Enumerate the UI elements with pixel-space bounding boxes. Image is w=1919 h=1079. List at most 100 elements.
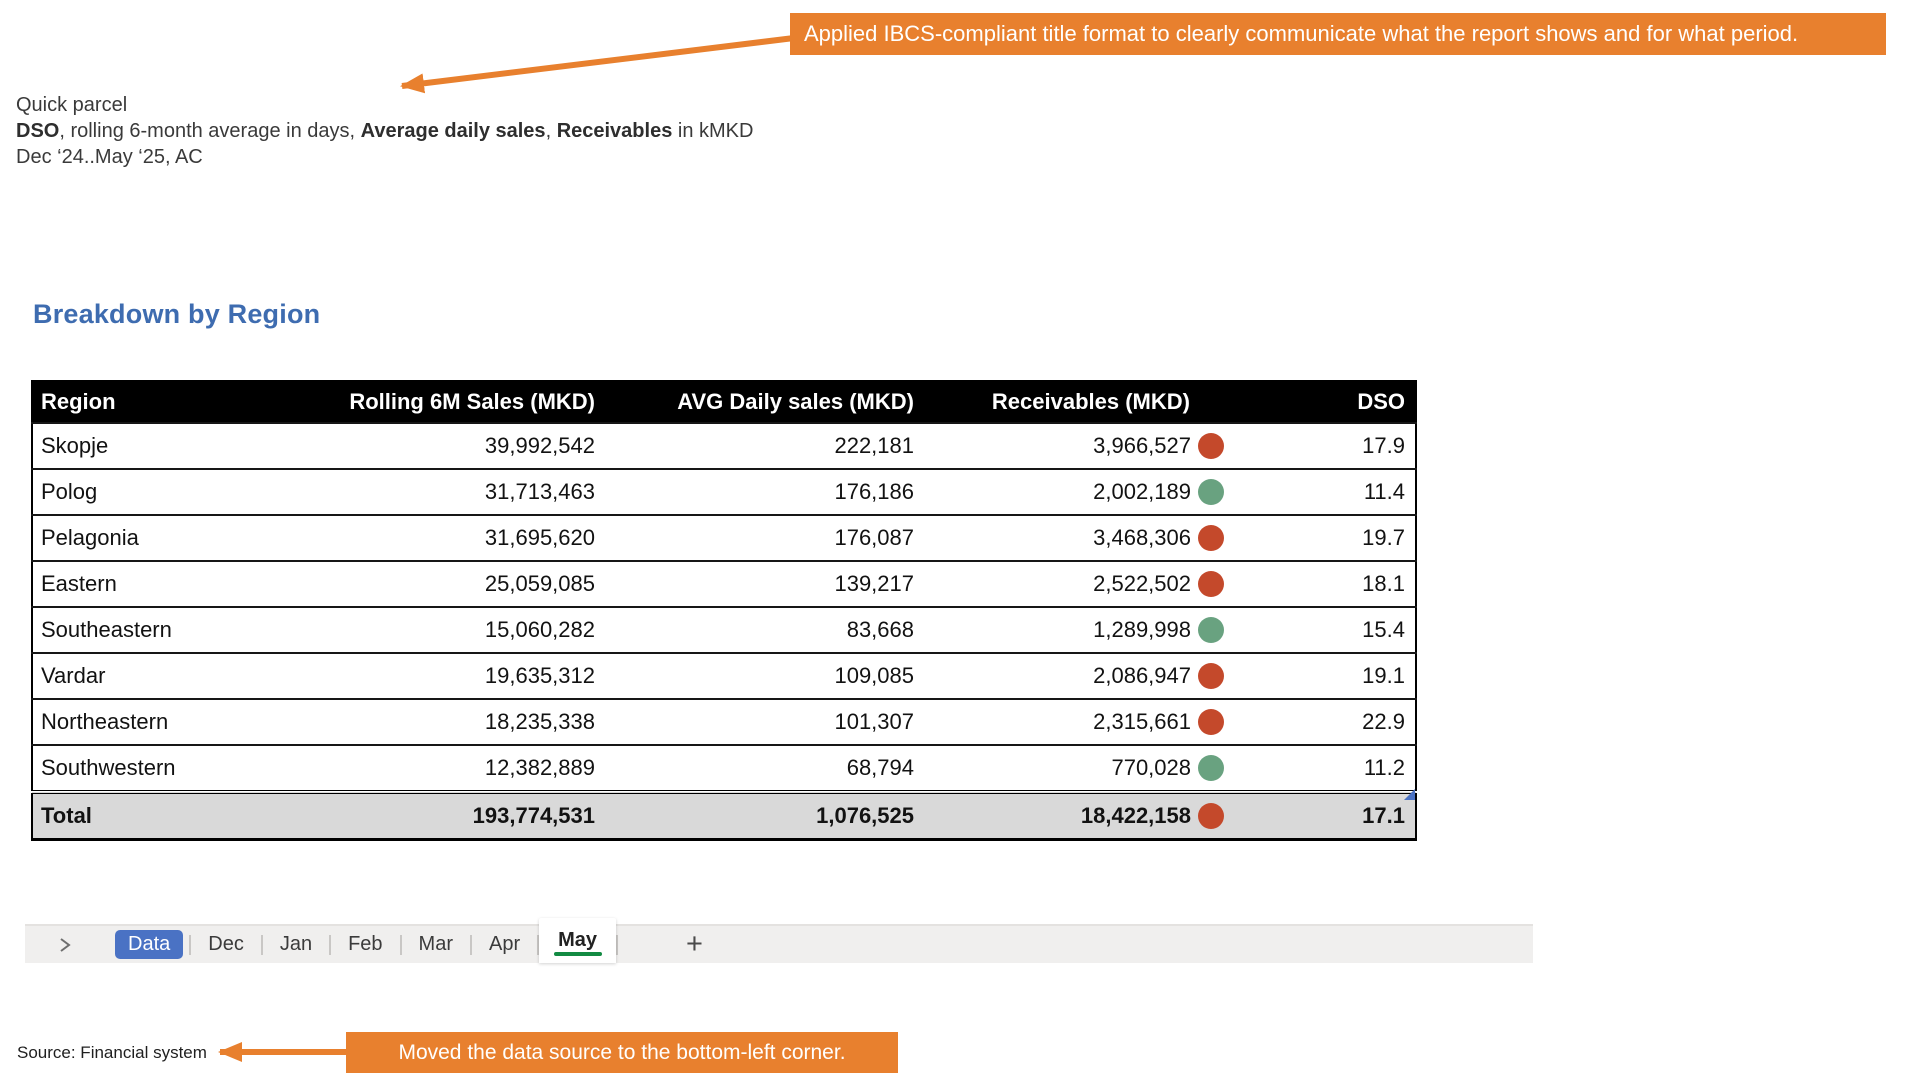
column-header: Rolling 6M Sales (MKD)	[281, 381, 611, 423]
section-heading: Breakdown by Region	[33, 299, 321, 329]
avg-daily-sales-cell[interactable]: 176,087	[611, 514, 926, 561]
region-cell[interactable]: Vardar	[32, 652, 281, 699]
tab-separator	[537, 934, 540, 955]
region-cell[interactable]: Southeastern	[32, 606, 281, 653]
title-segment: in kMKD	[672, 120, 754, 142]
rolling-6m-sales-cell[interactable]: 39,992,542	[281, 422, 611, 469]
receivables-value: 770,028	[1111, 755, 1191, 780]
dso-cell[interactable]: 11.4	[1236, 468, 1416, 515]
receivables-cell[interactable]: 3,966,527	[926, 422, 1236, 469]
region-cell[interactable]: Total	[32, 790, 281, 841]
avg-daily-sales-cell[interactable]: 1,076,525	[611, 790, 926, 841]
region-cell[interactable]: Pelagonia	[32, 514, 281, 561]
receivables-value: 2,315,661	[1093, 709, 1191, 734]
kpi-indicator-green-icon	[1198, 755, 1224, 781]
kpi-indicator-red-icon	[1198, 571, 1224, 597]
tab-separator	[616, 934, 619, 955]
rolling-6m-sales-cell[interactable]: 18,235,338	[281, 698, 611, 745]
region-cell[interactable]: Southwestern	[32, 744, 281, 792]
table-row: Eastern 25,059,085 139,217 2,522,502 18.1	[32, 560, 1416, 607]
title-segment: Receivables	[556, 120, 673, 142]
kpi-indicator-red-icon	[1198, 433, 1224, 459]
table-row: Northeastern 18,235,338 101,307 2,315,661 22…	[32, 698, 1416, 745]
total-row: Total 193,774,531 1,076,525 18,422,158 17.1	[32, 790, 1416, 841]
column-header: DSO	[1236, 381, 1416, 423]
tab-separator	[189, 934, 192, 955]
receivables-cell[interactable]: 2,315,661	[926, 698, 1236, 745]
tab-separator	[470, 934, 472, 955]
rolling-6m-sales-cell[interactable]: 31,713,463	[281, 468, 611, 515]
receivables-value: 2,002,189	[1093, 479, 1191, 504]
receivables-cell[interactable]: 2,002,189	[926, 468, 1236, 515]
table-row: Pelagonia 31,695,620 176,087 3,468,306 19.7	[32, 514, 1416, 561]
receivables-cell[interactable]: 3,468,306	[926, 514, 1236, 561]
data-source-label: Source: Financial system	[17, 1043, 207, 1062]
receivables-value: 2,522,502	[1093, 571, 1191, 596]
kpi-indicator-red-icon	[1198, 803, 1224, 829]
dso-cell[interactable]: 19.1	[1236, 652, 1416, 699]
receivables-cell[interactable]: 2,522,502	[926, 560, 1236, 607]
avg-daily-sales-cell[interactable]: 222,181	[611, 422, 926, 469]
kpi-indicator-green-icon	[1198, 479, 1224, 505]
avg-daily-sales-cell[interactable]: 101,307	[611, 698, 926, 745]
receivables-value: 2,086,947	[1093, 663, 1191, 688]
sheet-tab-may[interactable]: May	[539, 918, 617, 963]
report-title-line3: Dec ‘24..May ‘25, AC	[16, 146, 203, 168]
sheet-nav-chevron-right-icon[interactable]	[57, 936, 73, 954]
add-sheet-button[interactable]: +	[686, 928, 703, 960]
sheet-tab-data[interactable]: Data	[115, 930, 184, 959]
title-segment: ,	[545, 120, 557, 142]
avg-daily-sales-cell[interactable]: 109,085	[611, 652, 926, 699]
sheet-tab-feb[interactable]: Feb	[348, 933, 383, 955]
receivables-cell[interactable]: 1,289,998	[926, 606, 1236, 653]
avg-daily-sales-cell[interactable]: 68,794	[611, 744, 926, 792]
receivables-cell[interactable]: 2,086,947	[926, 652, 1236, 699]
table-header-row: Region Rolling 6M Sales (MKD) AVG Daily sa…	[32, 381, 1416, 423]
sheet-tab-apr[interactable]: Apr	[489, 933, 521, 955]
tab-separator	[260, 934, 263, 955]
report-title-line2: DSO, rolling 6-month average in days, Av…	[16, 118, 753, 144]
avg-daily-sales-cell[interactable]: 139,217	[611, 560, 926, 607]
sheet-tab-dec[interactable]: Dec	[208, 933, 244, 955]
column-header: AVG Daily sales (MKD)	[611, 381, 926, 423]
tab-separator	[399, 934, 402, 955]
active-tab-underline	[553, 952, 602, 956]
region-cell[interactable]: Northeastern	[32, 698, 281, 745]
receivables-cell[interactable]: 18,422,158	[926, 790, 1236, 841]
dso-cell[interactable]: 18.1	[1236, 560, 1416, 607]
kpi-indicator-red-icon	[1198, 525, 1224, 551]
dso-cell[interactable]: 17.9	[1236, 422, 1416, 469]
title-annotation-arrow	[400, 35, 795, 94]
receivables-cell[interactable]: 770,028	[926, 744, 1236, 792]
dso-cell[interactable]: 17.1	[1236, 790, 1416, 841]
avg-daily-sales-cell[interactable]: 176,186	[611, 468, 926, 515]
sheet-tab-mar[interactable]: Mar	[418, 933, 453, 955]
dso-cell[interactable]: 19.7	[1236, 514, 1416, 561]
rolling-6m-sales-cell[interactable]: 19,635,312	[281, 652, 611, 699]
table-body: Skopje 39,992,542 222,181 3,966,527 17.9 Polo…	[32, 422, 1416, 841]
rolling-6m-sales-cell[interactable]: 12,382,889	[281, 744, 611, 792]
title-annotation-banner: Applied IBCS-compliant title format to c…	[790, 13, 1886, 55]
column-header: Region	[32, 381, 281, 423]
dso-cell[interactable]: 15.4	[1236, 606, 1416, 653]
source-annotation-banner: Moved the data source to the bottom-left…	[346, 1032, 898, 1073]
rolling-6m-sales-cell[interactable]: 31,695,620	[281, 514, 611, 561]
table-row: Skopje 39,992,542 222,181 3,966,527 17.9	[32, 422, 1416, 469]
cell-selection-handle[interactable]	[1404, 789, 1415, 800]
rolling-6m-sales-cell[interactable]: 25,059,085	[281, 560, 611, 607]
title-segment: , rolling 6-month average in days,	[59, 120, 361, 142]
region-cell[interactable]: Polog	[32, 468, 281, 515]
table-row: Polog 31,713,463 176,186 2,002,189 11.4	[32, 468, 1416, 515]
tab-separator	[329, 934, 332, 955]
table-row: Vardar 19,635,312 109,085 2,086,947 19.1	[32, 652, 1416, 699]
sheet-tab-jan[interactable]: Jan	[279, 933, 313, 955]
region-cell[interactable]: Eastern	[32, 560, 281, 607]
region-cell[interactable]: Skopje	[32, 422, 281, 469]
rolling-6m-sales-cell[interactable]: 15,060,282	[281, 606, 611, 653]
dso-cell[interactable]: 22.9	[1236, 698, 1416, 745]
kpi-indicator-green-icon	[1198, 617, 1224, 643]
dso-cell[interactable]: 11.2	[1236, 744, 1416, 792]
rolling-6m-sales-cell[interactable]: 193,774,531	[281, 790, 611, 841]
avg-daily-sales-cell[interactable]: 83,668	[611, 606, 926, 653]
title-segment: Average daily sales	[360, 120, 546, 142]
